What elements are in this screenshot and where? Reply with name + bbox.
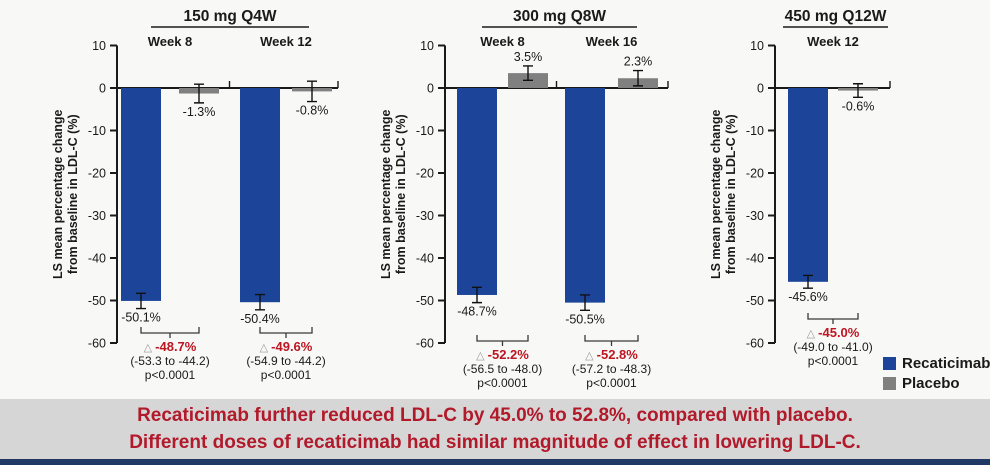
- summary-line-1: Recaticimab further reduced LDL-C by 45.…: [137, 405, 853, 426]
- error-bar-recaticimab: [803, 274, 813, 289]
- y-tick-label: 10: [420, 39, 434, 53]
- difference-value: △ -52.2%: [476, 347, 529, 362]
- bar-value-label: -50.1%: [121, 311, 161, 325]
- y-tick-label: 10: [750, 39, 764, 53]
- y-tick-label: 0: [99, 82, 106, 96]
- difference-p: p<0.0001: [586, 376, 637, 390]
- y-tick-label: 0: [427, 82, 434, 96]
- error-bar-recaticimab: [255, 293, 265, 311]
- y-tick-label: -20: [746, 167, 764, 181]
- difference-value: △ -48.7%: [144, 339, 197, 354]
- error-bar-placebo: [194, 83, 204, 104]
- week-label: Week 12: [260, 34, 312, 49]
- week-label: Week 12: [807, 34, 859, 49]
- bar-value-label: -1.3%: [183, 105, 216, 119]
- difference-value: △ -52.8%: [585, 347, 638, 362]
- y-tick-label: -10: [416, 124, 434, 138]
- bar-value-label: -50.5%: [565, 312, 605, 326]
- difference-value: △ -45.0%: [807, 325, 860, 340]
- y-tick-label: 10: [92, 39, 106, 53]
- bar-recaticimab: [240, 88, 280, 303]
- legend-label-recaticimab: Recaticimab: [902, 355, 990, 372]
- difference-ci: (-54.9 to -44.2): [246, 354, 325, 368]
- error-bar-placebo: [523, 65, 533, 82]
- y-tick-label: -30: [88, 209, 106, 223]
- difference-ci: (-49.0 to -41.0): [793, 340, 872, 354]
- legend-item-placebo: Placebo: [883, 375, 990, 392]
- bar-value-label: -0.8%: [296, 104, 329, 118]
- legend-item-recaticimab: Recaticimab: [883, 355, 990, 372]
- bar-value-label: -0.6%: [842, 99, 875, 113]
- legend: Recaticimab Placebo: [883, 355, 990, 392]
- y-tick-label: -60: [746, 337, 764, 351]
- error-bar-placebo: [853, 83, 863, 99]
- error-bar-recaticimab: [136, 292, 146, 310]
- y-tick-label: -20: [88, 167, 106, 181]
- y-axis-label: from baseline in LDL-C (%): [724, 114, 738, 274]
- y-tick-label: -10: [88, 124, 106, 138]
- comparison-bracket: [476, 335, 529, 346]
- comparison-bracket: [807, 313, 859, 324]
- difference-p: p<0.0001: [477, 376, 528, 390]
- y-axis-label: LS mean percentage change: [51, 109, 65, 279]
- ldlc-bar-chart: 150 mg Q4W 10 0 -10 -20 -30 -40 -50 -60 LS mean p…: [51, 8, 891, 390]
- summary-banner: Recaticimab further reduced LDL-C by 45.…: [0, 399, 990, 459]
- bar-value-label: -48.7%: [457, 305, 497, 319]
- y-tick-label: -20: [416, 167, 434, 181]
- y-tick-label: -50: [746, 294, 764, 308]
- difference-ci: (-53.3 to -44.2): [130, 354, 209, 368]
- bar-recaticimab: [788, 88, 828, 282]
- y-tick-label: -60: [88, 337, 106, 351]
- panel-title: 450 mg Q12W: [785, 8, 887, 25]
- y-tick-label: -40: [746, 252, 764, 266]
- error-bar-recaticimab: [472, 286, 482, 304]
- bar-recaticimab: [565, 88, 605, 303]
- error-bar-placebo: [307, 80, 317, 103]
- difference-ci: (-56.5 to -48.0): [463, 362, 542, 376]
- y-tick-label: -50: [416, 294, 434, 308]
- difference-p: p<0.0001: [261, 368, 312, 382]
- y-axis-label: from baseline in LDL-C (%): [66, 114, 80, 274]
- y-tick-label: -40: [416, 252, 434, 266]
- bar-value-label: 2.3%: [624, 55, 653, 69]
- y-tick-label: -30: [416, 209, 434, 223]
- bar-value-label: 3.5%: [514, 50, 543, 64]
- week-label: Week 8: [480, 34, 525, 49]
- difference-ci: (-57.2 to -48.3): [572, 362, 651, 376]
- chart-region: 150 mg Q4W 10 0 -10 -20 -30 -40 -50 -60 LS mean p…: [51, 8, 990, 392]
- comparison-bracket: [584, 335, 639, 346]
- y-tick-label: -50: [88, 294, 106, 308]
- y-tick-label: -30: [746, 209, 764, 223]
- y-axis-label: LS mean percentage change: [709, 109, 723, 279]
- placebo-swatch-icon: [883, 377, 896, 390]
- y-tick-label: -60: [416, 337, 434, 351]
- recaticimab-swatch-icon: [883, 357, 896, 370]
- week-label: Week 8: [148, 34, 193, 49]
- bottom-accent-strip: [0, 459, 990, 465]
- bar-recaticimab: [121, 88, 161, 301]
- bar-recaticimab: [457, 88, 497, 295]
- y-tick-label: -10: [746, 124, 764, 138]
- y-axis-label: LS mean percentage change: [379, 109, 393, 279]
- bar-value-label: -50.4%: [240, 312, 280, 326]
- y-tick-label: 0: [757, 82, 764, 96]
- difference-value: △ -49.6%: [260, 339, 313, 354]
- error-bar-recaticimab: [580, 294, 590, 311]
- summary-line-2: Different doses of recaticimab had simil…: [129, 432, 861, 453]
- y-axis-label: from baseline in LDL-C (%): [394, 114, 408, 274]
- week-label: Week 16: [586, 34, 638, 49]
- y-tick-label: -40: [88, 252, 106, 266]
- difference-p: p<0.0001: [808, 354, 859, 368]
- panel-title: 150 mg Q4W: [183, 8, 276, 25]
- bar-value-label: -45.6%: [788, 290, 828, 304]
- comparison-bracket: [140, 327, 200, 338]
- error-bar-placebo: [633, 69, 643, 87]
- difference-p: p<0.0001: [145, 368, 196, 382]
- legend-label-placebo: Placebo: [902, 375, 960, 392]
- comparison-bracket: [259, 327, 313, 338]
- panel-title: 300 mg Q8W: [513, 8, 606, 25]
